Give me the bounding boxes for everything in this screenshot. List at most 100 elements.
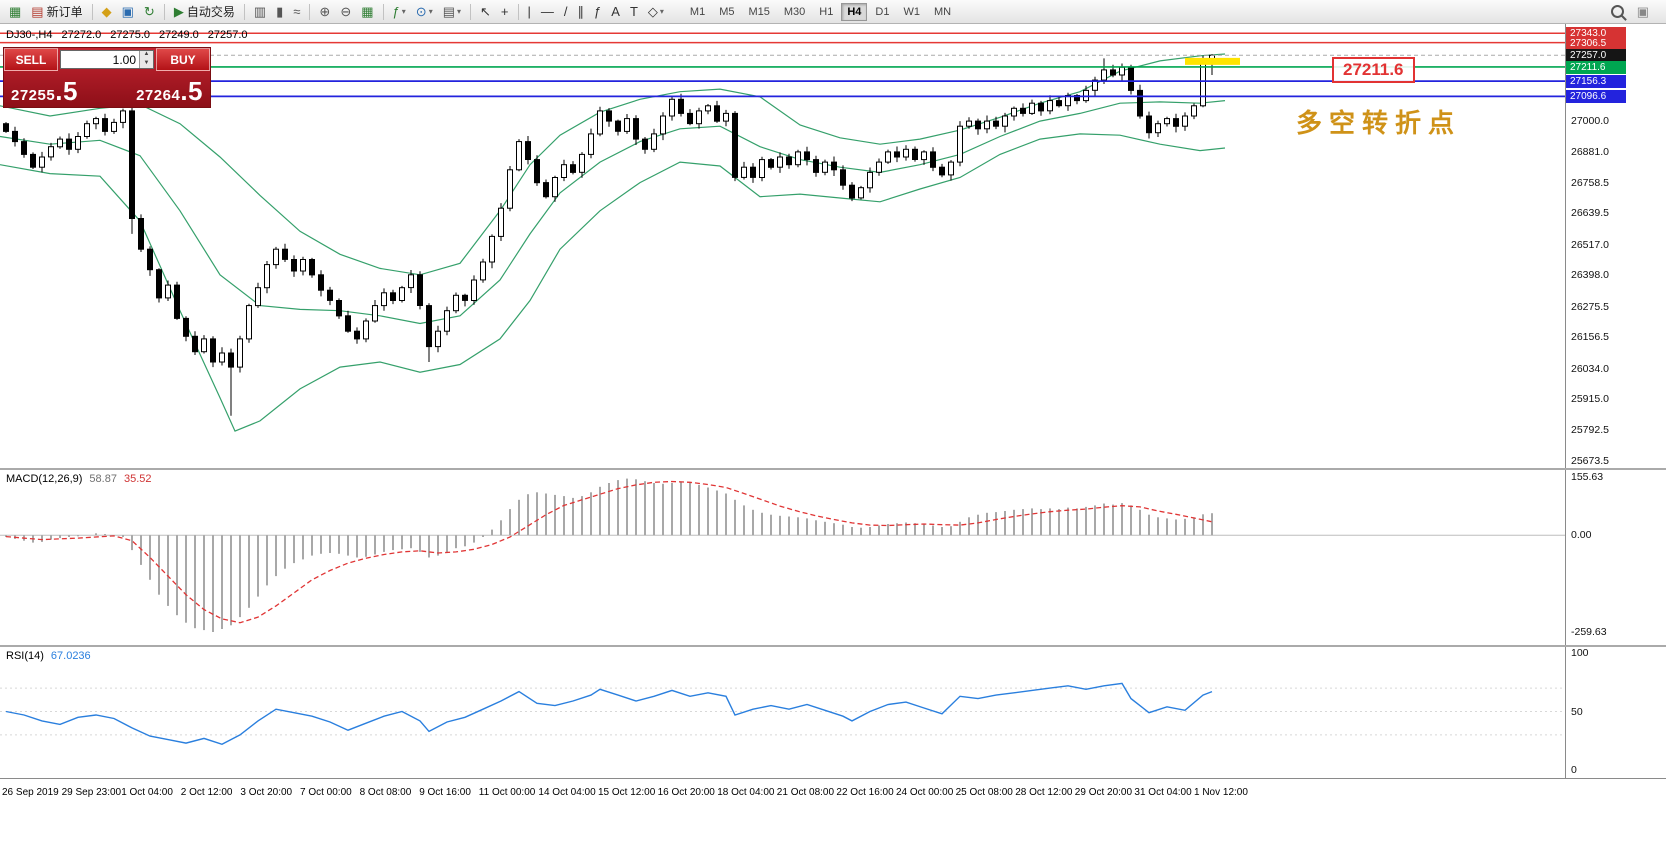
dropdown-arrow-icon[interactable]: ▾ xyxy=(428,7,433,16)
axis-tick: 26156.5 xyxy=(1571,331,1609,344)
timeframe-m15[interactable]: M15 xyxy=(748,5,770,18)
price-chart-canvas[interactable] xyxy=(0,23,1565,468)
new-chart-icon[interactable]: ▦ xyxy=(5,1,25,22)
text-icon[interactable]: A xyxy=(607,1,624,22)
bar-chart-icon[interactable]: ▥ xyxy=(250,1,270,22)
timeframe-m1[interactable]: M1 xyxy=(689,5,706,18)
new-order-button: ▤ xyxy=(31,4,44,19)
autotrading-button: ▶ xyxy=(173,4,184,19)
timeframe-m5[interactable]: M5 xyxy=(719,5,735,18)
periods-icon[interactable]: ⊙ ▾ xyxy=(412,1,437,22)
price-tag: 27156.3 xyxy=(1566,75,1626,89)
timeframe-d1[interactable]: D1 xyxy=(875,5,890,18)
volume-stepper[interactable]: ▲ ▼ xyxy=(139,51,153,68)
toolbar-right-groups: ▣ xyxy=(1610,1,1662,22)
timeframe-h4[interactable]: H4 xyxy=(841,2,868,21)
level-price-label[interactable]: 27211.6 xyxy=(1332,57,1415,83)
buy-price-big: .5 xyxy=(180,76,203,106)
horizontal-line-icon[interactable]: — xyxy=(537,1,558,22)
crosshair-icon: + xyxy=(500,4,509,19)
label-icon[interactable]: T xyxy=(626,1,642,22)
dropdown-arrow-icon[interactable]: ▾ xyxy=(659,7,664,16)
macd-histogram xyxy=(5,478,1213,632)
line-chart-icon[interactable]: ≈ xyxy=(289,1,304,22)
annotation-note[interactable]: 多空转折点 xyxy=(1296,108,1462,138)
cursor-icon: ↖ xyxy=(480,4,491,19)
price-axis[interactable]: 27000.0 26881.0 26758.5 26639.5 26517.0 26398… xyxy=(1565,23,1666,778)
time-label: 9 Oct 16:00 xyxy=(419,787,471,798)
periods-icon: ⊙ xyxy=(415,4,427,19)
macd-chart-canvas[interactable] xyxy=(0,470,1565,645)
timeframe-m30[interactable]: M30 xyxy=(783,5,806,18)
timeframe-w1[interactable]: W1 xyxy=(903,5,920,18)
toolbar-separator xyxy=(382,3,384,20)
zoom-in-icon: ⊕ xyxy=(319,4,331,19)
toolbar-separator xyxy=(470,3,472,20)
shapes-icon[interactable]: ◇ ▾ xyxy=(644,1,668,22)
symbol-name: DJ30-,H4 xyxy=(6,29,53,41)
fibonacci-icon[interactable]: ƒ xyxy=(590,1,605,22)
timeframe-mn[interactable]: MN xyxy=(933,5,952,18)
market-icon: ▣ xyxy=(121,4,134,19)
chart-window-icon[interactable]: ▣ xyxy=(1633,1,1653,22)
time-label: 2 Oct 12:00 xyxy=(180,787,233,798)
refresh-icon[interactable]: ↻ xyxy=(140,1,159,22)
bollinger-middle-band xyxy=(0,100,1226,325)
macd-signal-line xyxy=(5,480,1213,624)
candlestick-chart-icon[interactable]: ▮ xyxy=(272,1,287,22)
dropdown-arrow-icon[interactable]: ▾ xyxy=(401,7,406,16)
sell-price[interactable]: 27255.5 xyxy=(11,78,78,104)
axis-tick: 0.00 xyxy=(1571,529,1592,542)
price-tag: 27211.6 xyxy=(1566,60,1626,74)
volume-input[interactable]: 1.00 ▲ ▼ xyxy=(60,50,154,69)
metaeditor-icon: ◆ xyxy=(101,4,112,19)
time-label: 15 Oct 12:00 xyxy=(598,787,656,798)
autotrading-button[interactable]: ▶ 自动交易 xyxy=(170,1,239,22)
buy-button[interactable]: BUY xyxy=(156,48,210,71)
axis-tick: 26034.0 xyxy=(1571,362,1609,375)
crosshair-icon[interactable]: + xyxy=(497,1,513,22)
axis-tick: 26398.0 xyxy=(1571,269,1609,282)
buy-price[interactable]: 27264.5 xyxy=(136,78,203,104)
zoom-in-icon[interactable]: ⊕ xyxy=(315,1,334,22)
time-axis[interactable]: 26 Sep 2019 29 Sep 23:00 1 Oct 04:00 2 Oct … xyxy=(0,778,1666,855)
cursor-icon[interactable]: ↖ xyxy=(476,1,495,22)
time-label: 22 Oct 16:00 xyxy=(836,787,894,798)
market-icon[interactable]: ▣ xyxy=(118,1,138,22)
time-label: 29 Sep 23:00 xyxy=(61,787,122,798)
price-tag: 27257.0 xyxy=(1566,49,1626,63)
grid-icon[interactable]: ▦ xyxy=(357,1,377,22)
bar-chart-icon: ▥ xyxy=(253,4,267,19)
sell-button[interactable]: SELL xyxy=(4,48,58,71)
templates-icon[interactable]: ▤ ▾ xyxy=(439,1,465,22)
search-icon[interactable] xyxy=(1610,5,1624,18)
metaeditor-icon[interactable]: ◆ xyxy=(98,1,116,22)
indicators-icon[interactable]: ƒ ▾ xyxy=(389,1,410,22)
spin-down-icon[interactable]: ▼ xyxy=(140,59,153,68)
timeframe-h1[interactable]: H1 xyxy=(819,5,834,18)
vertical-line-icon[interactable]: | xyxy=(524,1,535,22)
panel-separator[interactable] xyxy=(0,468,1666,470)
spin-up-icon[interactable]: ▲ xyxy=(140,51,153,60)
rsi-name: RSI(14) xyxy=(6,650,44,662)
rsi-value: 67.0236 xyxy=(50,650,91,662)
channel-icon: ∥ xyxy=(577,4,585,19)
one-click-trading-panel: SELL 1.00 ▲ ▼ BUY 27255.5 27264.5 xyxy=(3,47,211,108)
toolbar-separator xyxy=(243,3,245,20)
axis-tick: 50 xyxy=(1571,705,1583,718)
toolbar-separator xyxy=(517,3,519,20)
rsi-chart-canvas[interactable] xyxy=(0,647,1565,778)
zoom-out-icon[interactable]: ⊖ xyxy=(336,1,355,22)
new-order-button[interactable]: ▤ 新订单 xyxy=(27,1,86,22)
panel-separator[interactable] xyxy=(0,645,1666,647)
axis-tick: 100 xyxy=(1571,647,1589,659)
time-label: 25 Oct 08:00 xyxy=(955,787,1013,798)
ohlc-low: 27249.0 xyxy=(159,29,199,41)
autotrading-button-label: 自动交易 xyxy=(186,5,235,19)
channel-icon[interactable]: ∥ xyxy=(574,1,589,22)
vertical-line-icon: | xyxy=(527,4,531,19)
dropdown-arrow-icon[interactable]: ▾ xyxy=(457,7,462,16)
time-label: 26 Sep 2019 xyxy=(2,787,59,798)
trendline-icon[interactable]: / xyxy=(560,1,572,22)
chart-area[interactable]: DJ30-,H4 27272.0 27275.0 27249.0 27257.0… xyxy=(0,23,1666,855)
